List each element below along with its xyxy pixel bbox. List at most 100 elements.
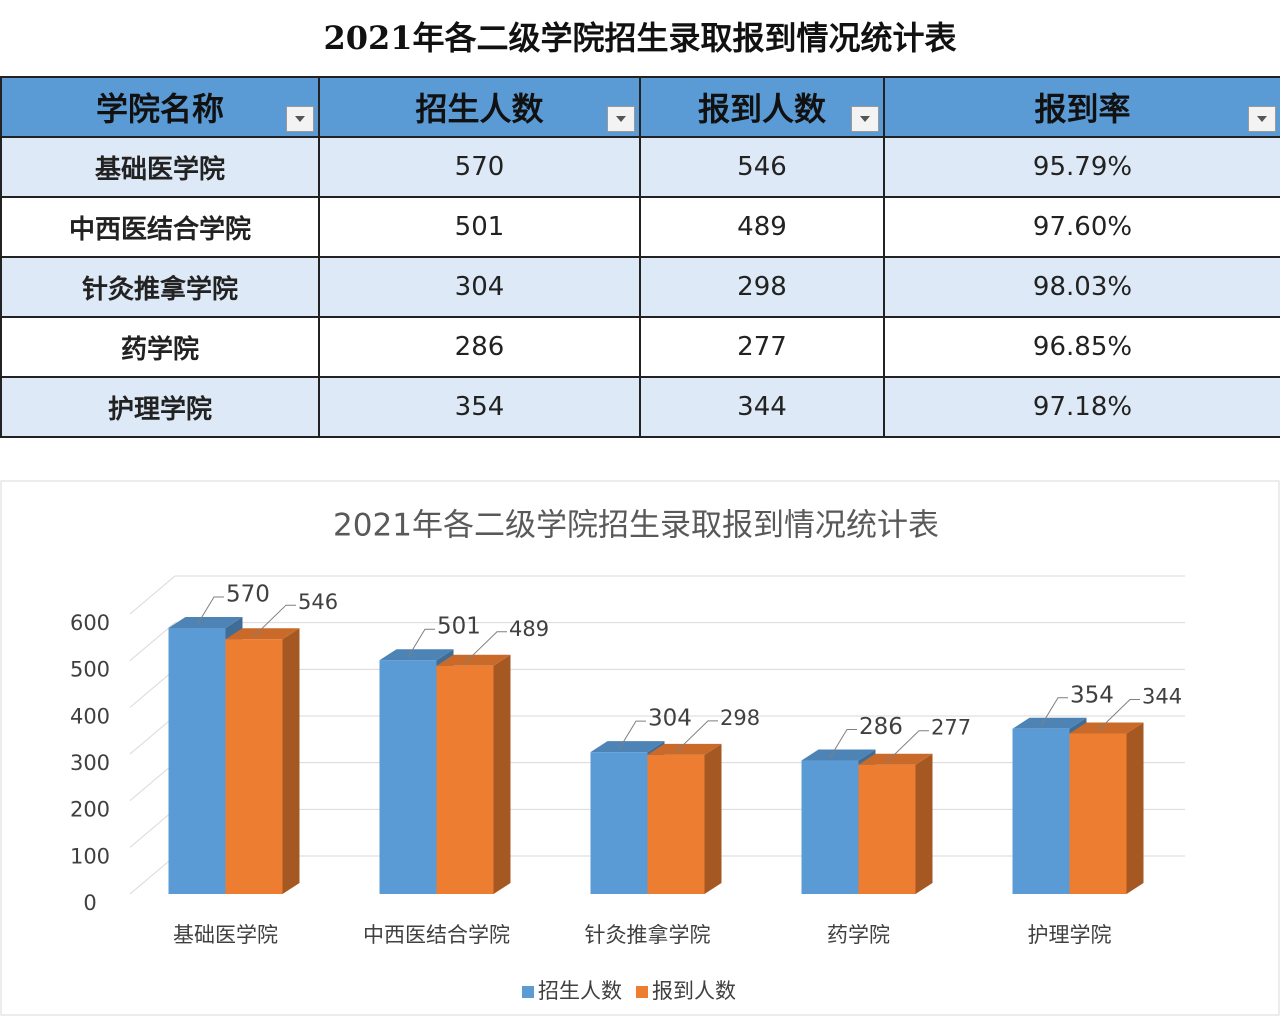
table-cell: 546 — [639, 136, 885, 198]
header-cell: 报到人数 — [639, 76, 885, 138]
bar-top — [168, 617, 243, 628]
bar — [1069, 733, 1127, 894]
grid-line-side — [129, 762, 176, 802]
table-cell: 277 — [639, 316, 885, 378]
data-label: 298 — [720, 706, 760, 730]
data-label: 501 — [437, 614, 481, 640]
table-row: 针灸推拿学院 304 298 98.03% — [0, 256, 1280, 318]
y-tick-label: 400 — [70, 704, 110, 728]
grid-line-side — [129, 575, 176, 615]
data-label: 354 — [1070, 682, 1114, 708]
x-tick-label: 药学院 — [827, 923, 890, 947]
data-label: 277 — [931, 716, 971, 740]
leader-line — [464, 631, 507, 664]
bar-top — [647, 743, 722, 755]
chart-title: 2021年各二级学院招生录取报到情况统计表 — [333, 508, 939, 544]
leader-line — [829, 729, 857, 758]
data-label: 344 — [1142, 684, 1182, 708]
leader-line — [886, 730, 929, 763]
table-cell: 344 — [639, 376, 885, 438]
table-row: 护理学院 354 344 97.18% — [0, 376, 1280, 438]
y-tick-label: 300 — [70, 751, 110, 775]
bar — [1012, 728, 1070, 894]
bar-top — [225, 628, 300, 640]
table-cell: 298 — [639, 256, 885, 318]
grid-line-side — [129, 808, 176, 848]
table-cell: 286 — [318, 316, 641, 378]
grid-line-side — [129, 668, 176, 708]
leader-line — [196, 596, 224, 626]
table-cell: 97.60% — [883, 196, 1280, 258]
data-label: 570 — [226, 582, 270, 608]
leader-line — [1040, 697, 1068, 727]
table-cell: 针灸推拿学院 — [0, 256, 320, 318]
bar-top — [858, 753, 933, 765]
leader-line — [675, 720, 718, 753]
table-cell: 药学院 — [0, 316, 320, 378]
table-title: 2021年各二级学院招生录取报到情况统计表 — [323, 19, 957, 57]
x-tick-label: 中西医结合学院 — [363, 923, 510, 947]
legend-swatch — [636, 986, 648, 998]
y-tick-label: 100 — [70, 844, 110, 868]
bar — [168, 628, 226, 894]
y-tick-label: 600 — [70, 611, 110, 635]
table-cell: 489 — [639, 196, 885, 258]
header-cell: 报到率 — [883, 76, 1280, 138]
bar — [225, 639, 283, 894]
filter-button[interactable] — [607, 106, 635, 132]
bar-top — [590, 741, 665, 753]
bar-top — [379, 649, 454, 661]
table-cell: 304 — [318, 256, 641, 318]
data-label: 304 — [648, 706, 692, 732]
x-tick-label: 基础医学院 — [173, 923, 278, 947]
table-cell: 354 — [318, 376, 641, 438]
data-label: 286 — [859, 714, 903, 740]
table-cell: 98.03% — [883, 256, 1280, 318]
table-row: 药学院 286 277 96.85% — [0, 316, 1280, 378]
table-cell: 570 — [318, 136, 641, 198]
data-label: 546 — [298, 590, 338, 614]
bar — [801, 760, 859, 894]
legend-label: 报到人数 — [652, 979, 736, 1003]
data-label: 489 — [509, 617, 549, 641]
bar — [436, 665, 494, 894]
bar — [590, 752, 648, 894]
table-cell: 96.85% — [883, 316, 1280, 378]
bar-side — [493, 654, 511, 894]
grid-line-side — [129, 715, 176, 755]
legend-swatch — [522, 986, 534, 998]
bar-side — [1126, 722, 1144, 894]
leader-line — [253, 604, 296, 637]
table-cell: 95.79% — [883, 136, 1280, 198]
leader-line — [618, 720, 646, 750]
bar-side — [915, 753, 933, 894]
table-cell: 护理学院 — [0, 376, 320, 438]
bar — [379, 660, 437, 894]
grid-line-side — [129, 622, 176, 662]
header-cell: 学院名称 — [0, 76, 320, 138]
bar-side — [282, 628, 300, 894]
bar-top — [801, 749, 876, 761]
bar-top — [1012, 717, 1087, 729]
x-tick-label: 护理学院 — [1028, 923, 1112, 947]
header-cell: 招生人数 — [318, 76, 641, 138]
table-row: 基础医学院 570 546 95.79% — [0, 136, 1280, 198]
bar-top — [436, 654, 511, 666]
leader-line — [407, 628, 435, 658]
x-tick-label: 针灸推拿学院 — [585, 923, 711, 947]
table-cell: 501 — [318, 196, 641, 258]
header-row: 学院名称 招生人数 报到人数 报到率 — [0, 76, 1280, 138]
filter-button[interactable] — [1248, 106, 1276, 132]
bar — [647, 754, 705, 894]
bar-side — [704, 743, 722, 894]
y-tick-label: 200 — [70, 798, 110, 822]
y-tick-label: 500 — [70, 658, 110, 682]
bar — [858, 764, 916, 894]
filter-button[interactable] — [286, 106, 314, 132]
chart: 2021年各二级学院招生录取报到情况统计表 0 100 200 300 400 500 60… — [0, 480, 1280, 1016]
filter-button[interactable] — [851, 106, 879, 132]
bar-top — [1069, 722, 1144, 734]
y-tick-label: 0 — [83, 891, 96, 915]
table-row: 中西医结合学院 501 489 97.60% — [0, 196, 1280, 258]
